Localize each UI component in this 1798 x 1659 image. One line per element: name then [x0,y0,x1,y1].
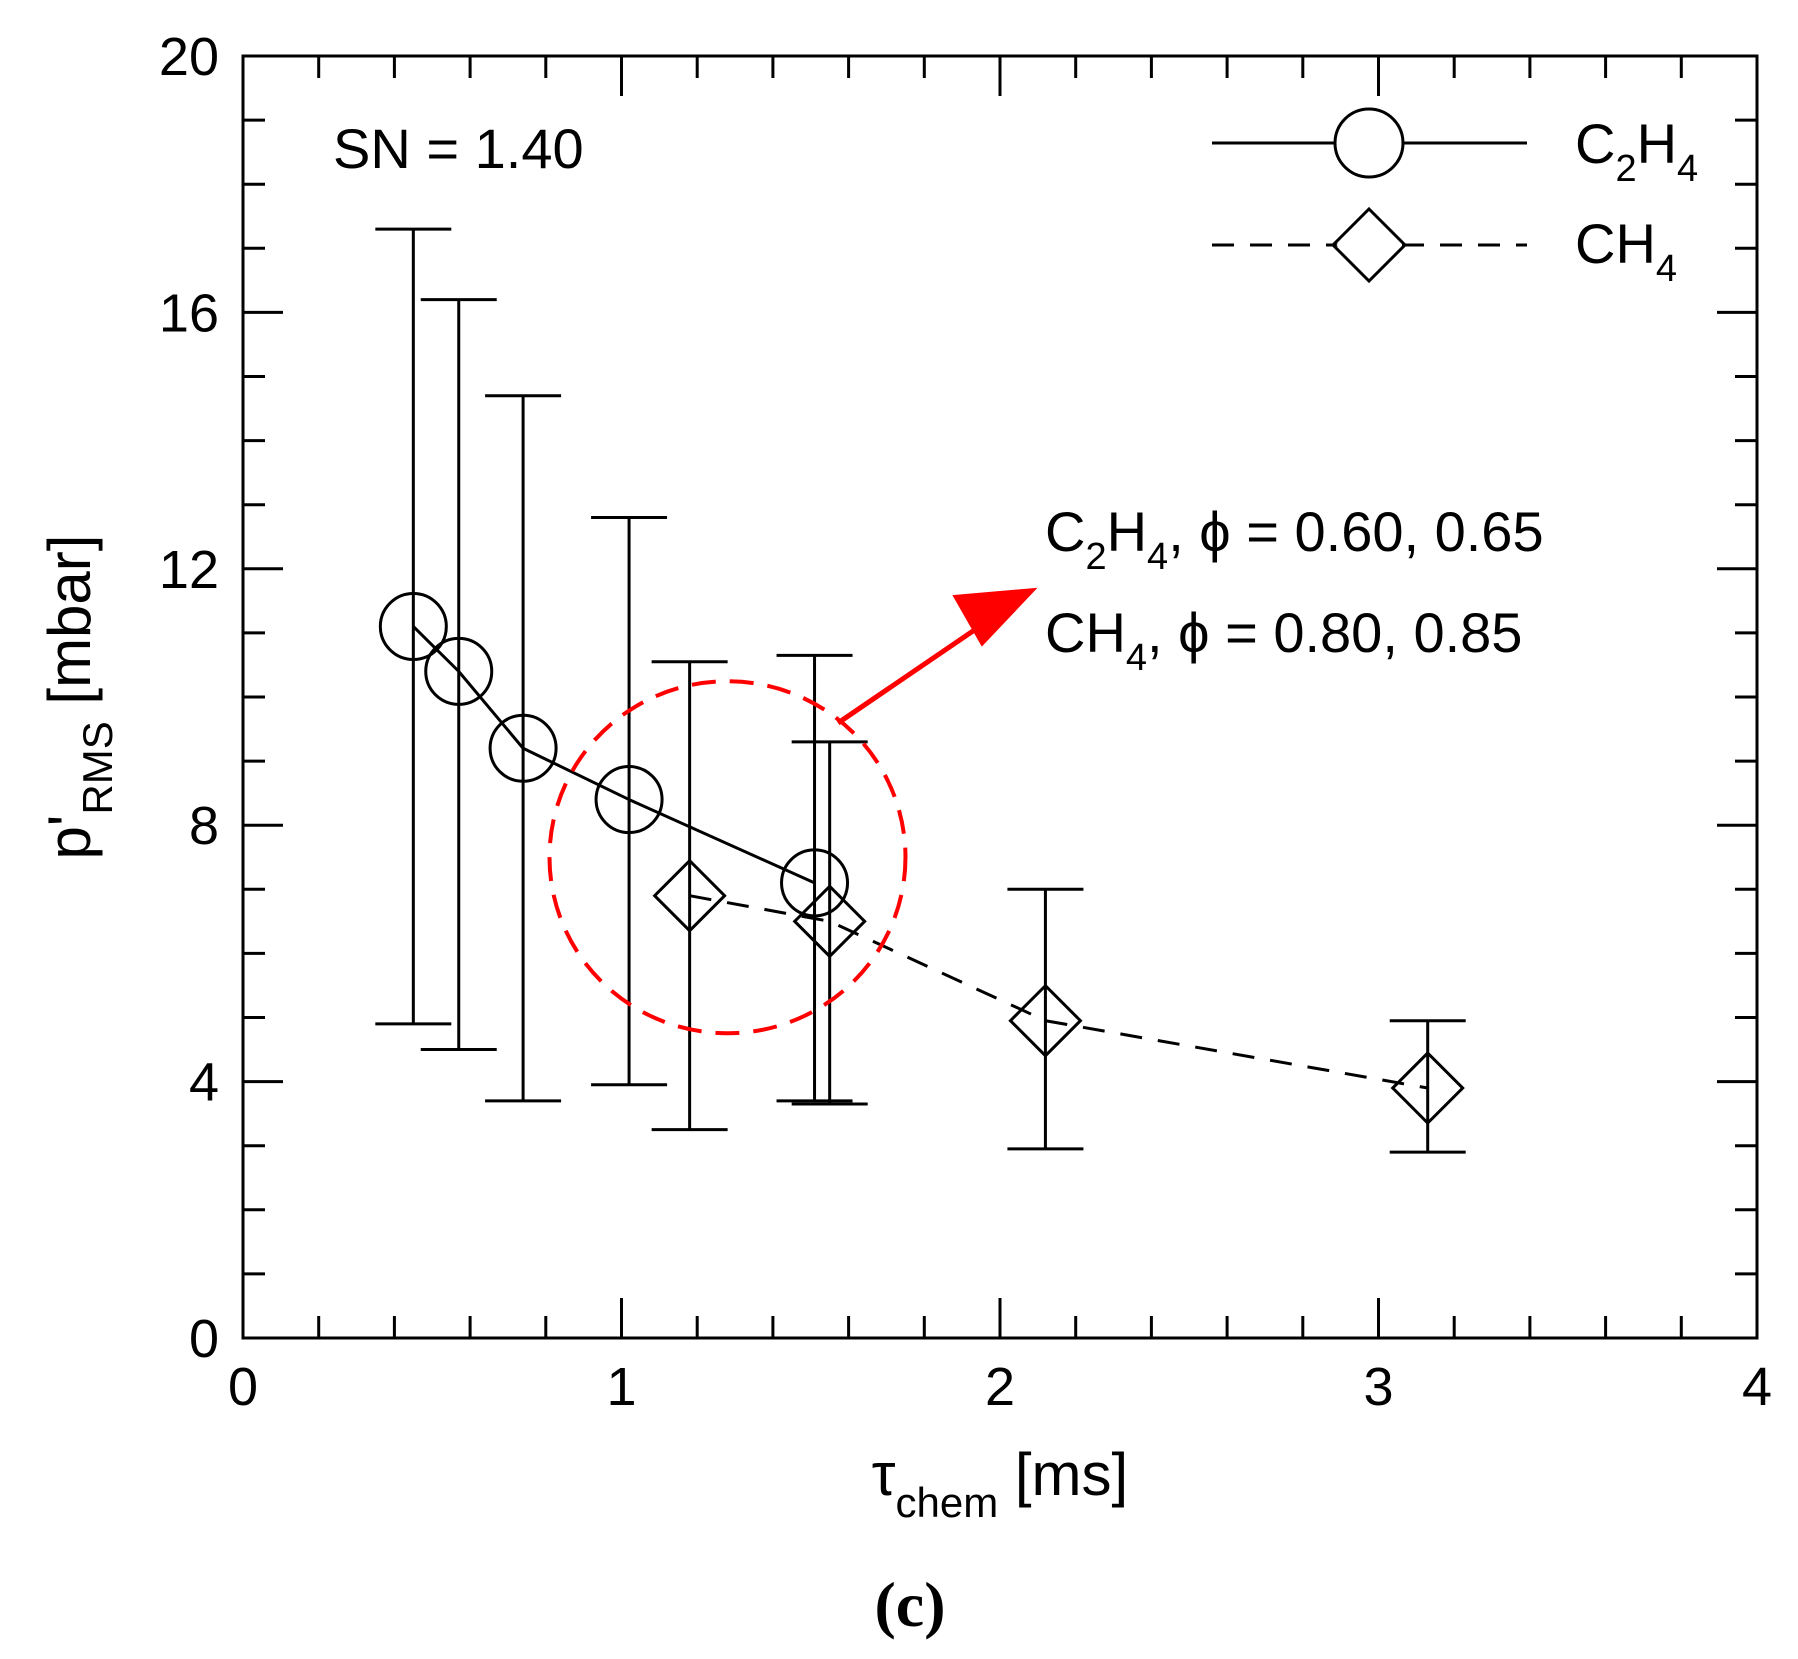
data-point-circle [488,713,558,783]
data-point-diamond [792,884,867,959]
highlight-layer [547,587,1038,1036]
x-axis-label: τchem [ms] [872,1441,1128,1526]
highlight-arrow-head [952,587,1038,647]
axis-ticks [241,54,1759,1340]
y-tick-label: 16 [159,283,219,343]
data-point-circle [424,636,494,706]
series-c2h4 [375,227,853,1103]
y-tick-label: 8 [189,796,219,856]
sn-annotation: SN = 1.40 [333,117,584,180]
highlight-label-line1: C2H4, ϕ = 0.60, 0.65 [1045,500,1544,578]
series-ch4 [651,660,1466,1154]
data-point-diamond [1008,983,1083,1058]
y-tick-label: 12 [159,540,219,600]
highlight-circle [547,679,908,1036]
y-tick-label: 0 [189,1309,219,1369]
legend-label-ch4: CH4 [1575,212,1677,290]
legend: C2H4 CH4 [1212,107,1698,290]
y-axis-label: p'RMS [mbar] [36,535,121,860]
data-point-diamond [1390,1050,1465,1126]
data-point-circle [378,591,448,661]
x-tick-label: 0 [228,1357,258,1417]
legend-marker-diamond [1330,206,1408,284]
data-point-circle [594,765,664,835]
x-tick-label: 4 [1742,1357,1772,1417]
series-line-ch4 [689,894,1428,1090]
series-layer [375,227,1466,1154]
series-line-c2h4 [412,625,816,885]
x-tick-label: 2 [985,1357,1015,1417]
plot-frame [241,54,1759,1340]
y-tick-label: 4 [189,1053,219,1113]
highlight-label-line2: CH4, ϕ = 0.80, 0.85 [1045,601,1522,679]
y-tick-label: 20 [159,27,219,87]
x-tick-label: 1 [606,1357,636,1417]
data-point-diamond [652,858,727,933]
panel-label: (c) [874,1569,945,1640]
legend-marker-circle [1333,107,1405,179]
highlight-arrow-shaft [836,613,997,726]
data-point-circle [780,848,850,918]
x-tick-label: 3 [1363,1357,1393,1417]
legend-label-c2h4: C2H4 [1575,112,1698,190]
legend-marker-diamond-bg [1336,212,1402,278]
